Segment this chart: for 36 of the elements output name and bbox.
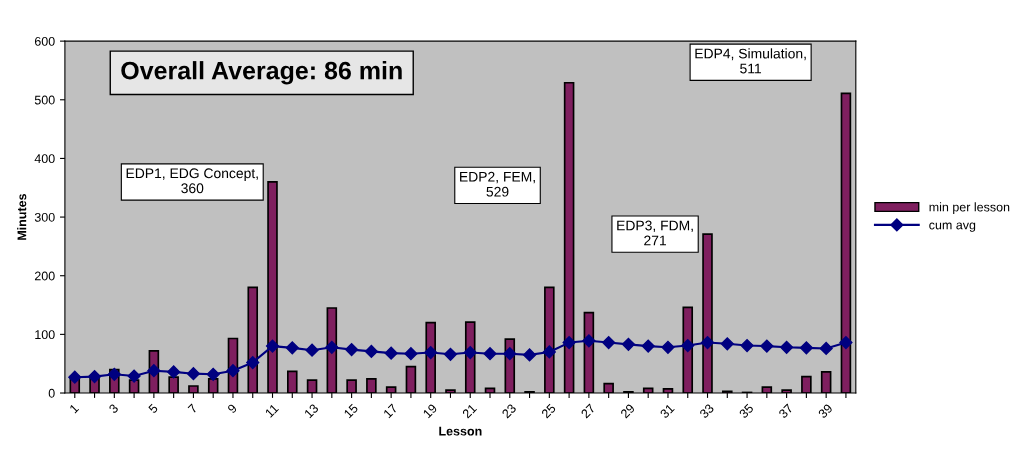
annotation: EDP3, FDM, 271 <box>617 220 693 246</box>
x-tick-label: 7 <box>187 403 198 414</box>
y-tick-label: 200 <box>34 271 55 281</box>
y-tick-label: 0 <box>48 388 55 398</box>
legend-label: min per lesson <box>929 202 1010 214</box>
y-tick-label: 500 <box>34 95 55 105</box>
x-tick-label: 29 <box>620 403 636 419</box>
y-tick-label: 600 <box>34 36 55 46</box>
x-tick-label: 17 <box>383 403 398 419</box>
y-tick-label: 100 <box>35 330 55 340</box>
y-axis-title: Minutes <box>17 193 27 240</box>
y-tick-label: 300 <box>34 212 55 222</box>
x-tick-label: 13 <box>303 403 319 419</box>
annotation: EDP1, EDG Concept, 360 <box>126 168 258 194</box>
x-tick-label: 9 <box>227 403 238 414</box>
x-tick-label: 27 <box>580 403 596 419</box>
x-tick-label: 31 <box>659 403 675 419</box>
x-tick-label: 33 <box>699 403 715 419</box>
x-tick-label: 5 <box>147 403 159 414</box>
x-tick-label: 3 <box>108 403 119 414</box>
x-axis-title: Lesson <box>439 426 482 436</box>
x-tick-label: 15 <box>343 403 359 419</box>
x-tick-label: 37 <box>778 403 794 419</box>
y-tick-label: 400 <box>34 154 55 164</box>
x-tick-label: 11 <box>264 403 279 418</box>
x-tick-label: 1 <box>69 403 80 414</box>
x-tick-label: 21 <box>461 403 478 419</box>
legend-label: cum avg <box>929 222 976 232</box>
annotation: Overall Average: 86 min <box>121 61 402 85</box>
x-tick-label: 35 <box>738 403 754 419</box>
x-tick-label: 23 <box>501 403 517 419</box>
x-tick-label: 25 <box>540 403 557 419</box>
x-tick-label: 19 <box>422 403 438 419</box>
annotation: EDP4, Simulation, 511 <box>695 48 806 74</box>
x-tick-label: 39 <box>817 403 834 419</box>
annotation: EDP2, FEM, 529 <box>460 171 535 197</box>
